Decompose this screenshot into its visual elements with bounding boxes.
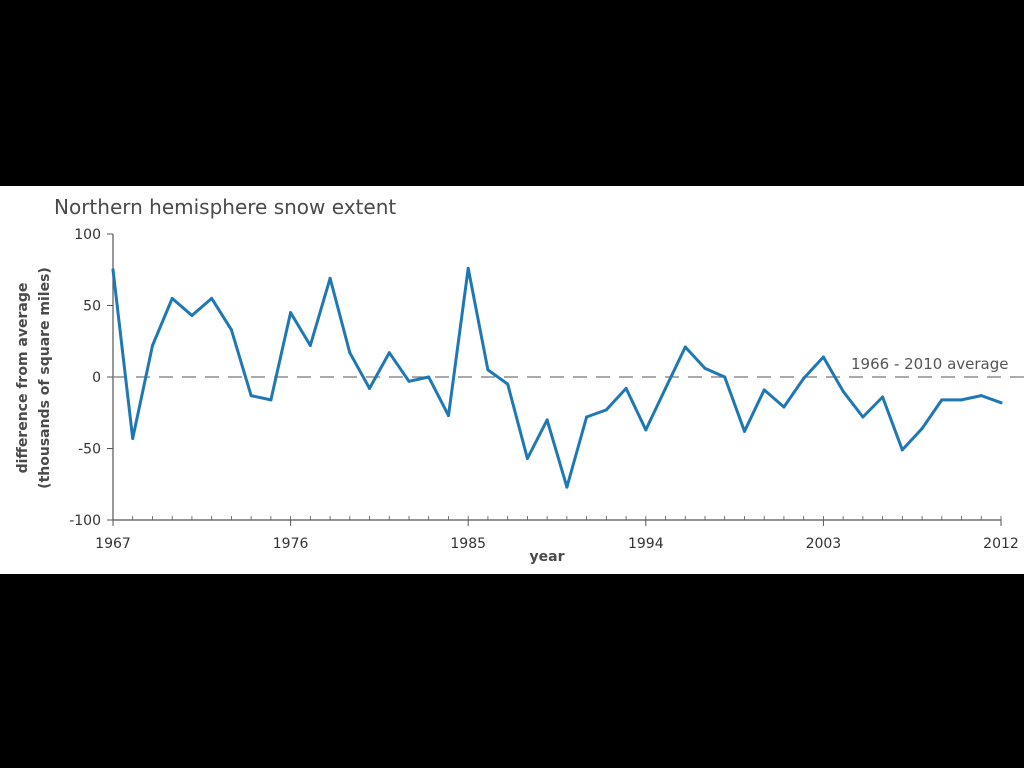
- data-point: [821, 355, 825, 359]
- chart-title: Northern hemisphere snow extent: [54, 195, 396, 219]
- data-point: [999, 401, 1003, 405]
- data-point: [861, 415, 865, 419]
- reference-label-bg: [846, 355, 1024, 373]
- data-point: [170, 296, 174, 300]
- data-point: [960, 398, 964, 402]
- y-tick-label: 100: [74, 227, 101, 243]
- data-point: [269, 398, 273, 402]
- x-tick-label: 2003: [806, 536, 842, 552]
- data-point: [979, 394, 983, 398]
- x-tick-label: 1994: [628, 536, 664, 552]
- x-tick-label: 1985: [450, 536, 486, 552]
- data-point: [190, 314, 194, 318]
- data-point: [308, 344, 312, 348]
- data-point: [427, 375, 431, 379]
- y-tick-label: -50: [78, 442, 101, 458]
- data-point: [348, 351, 352, 355]
- data-point: [525, 457, 529, 461]
- data-point: [585, 415, 589, 419]
- y-tick-label: 0: [92, 370, 101, 386]
- x-tick-label: 2012: [983, 536, 1019, 552]
- data-point: [742, 429, 746, 433]
- x-axis-label: year: [530, 549, 565, 565]
- y-axis-label-line-1: difference from average: [15, 283, 31, 474]
- data-point: [723, 375, 727, 379]
- data-point: [664, 386, 668, 390]
- data-point: [249, 394, 253, 398]
- data-point: [446, 414, 450, 418]
- y-axis-label: difference from average (thousands of sq…: [15, 267, 53, 489]
- x-tick-label: 1967: [95, 536, 131, 552]
- data-point: [920, 426, 924, 430]
- data-point: [131, 436, 135, 440]
- data-point: [289, 311, 293, 315]
- data-point: [111, 268, 115, 272]
- data-point: [210, 296, 214, 300]
- chart-panel: [0, 186, 1024, 574]
- data-point: [407, 379, 411, 383]
- data-point: [624, 386, 628, 390]
- data-point: [604, 408, 608, 412]
- data-point: [565, 485, 569, 489]
- series-line: [111, 266, 1003, 489]
- data-point: [368, 386, 372, 390]
- y-tick-label: 50: [83, 299, 101, 315]
- data-point: [644, 428, 648, 432]
- reference-line-group: 1966 - 2010 average: [113, 355, 1024, 378]
- data-point: [545, 418, 549, 422]
- data-point: [940, 398, 944, 402]
- x-tick-label: 1976: [273, 536, 309, 552]
- data-point: [466, 266, 470, 270]
- tick-group: 100 50 0 -50 -100 1967 1976 1985 1994 2003 2012: [69, 227, 1019, 552]
- series-group: [111, 266, 1003, 489]
- data-point: [486, 368, 490, 372]
- data-point: [762, 388, 766, 392]
- data-point: [703, 366, 707, 370]
- y-axis-label-line-2: (thousands of square miles): [37, 267, 53, 489]
- data-point: [900, 448, 904, 452]
- data-point: [229, 328, 233, 332]
- data-point: [328, 276, 332, 280]
- data-point: [782, 405, 786, 409]
- reference-line-label: 1966 - 2010 average: [851, 355, 1008, 373]
- data-point: [506, 382, 510, 386]
- data-point: [683, 345, 687, 349]
- data-point: [802, 376, 806, 380]
- data-point: [881, 395, 885, 399]
- y-tick-label: -100: [69, 513, 101, 529]
- data-point: [841, 389, 845, 393]
- data-point: [387, 351, 391, 355]
- data-point: [150, 344, 154, 348]
